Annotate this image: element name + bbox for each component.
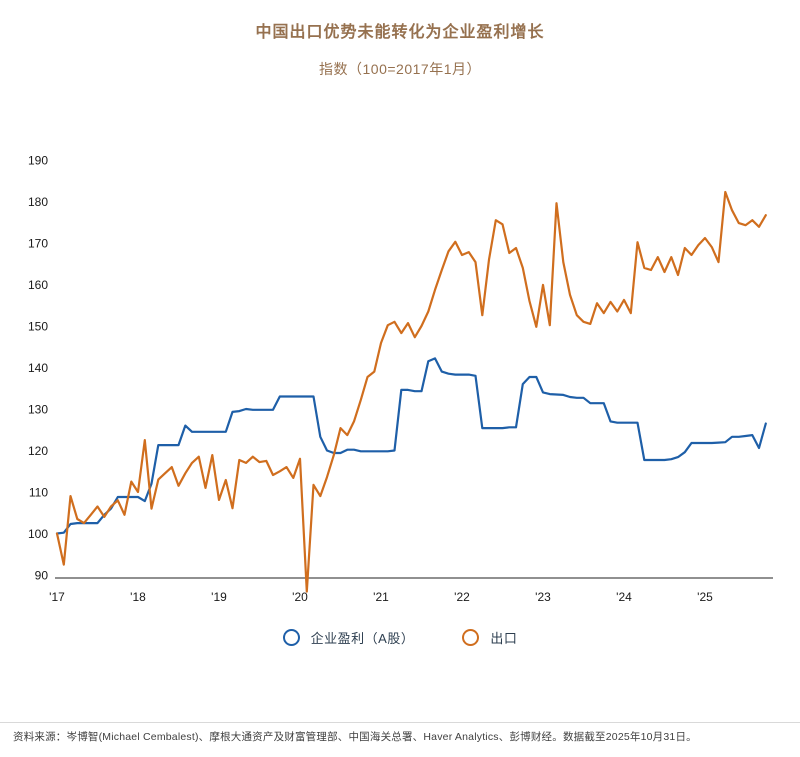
y-tick-label: 100 [28,527,48,541]
x-tick-label: '20 [292,590,308,604]
x-tick-label: '19 [211,590,227,604]
legend-label-corporate-profits: 企业盈利（A股） [310,631,415,646]
legend-item-exports: 出口 [462,628,517,647]
x-tick-label: '25 [697,590,713,604]
legend-marker-circle-orange-icon [462,629,480,646]
x-tick-label: '24 [616,590,632,604]
x-tick-label: '21 [373,590,389,604]
chart-subtitle: 指数（100=2017年1月） [319,61,481,77]
y-tick-label: 140 [28,361,48,375]
x-tick-label: '22 [454,590,470,604]
x-tick-label: '18 [130,590,146,604]
series-line-corporate-profits [55,357,767,535]
x-axis-tick-labels: '17 '18 '19 '20 '21 '22 '23 '24 '25 [49,590,713,604]
y-tick-label: 180 [28,195,48,209]
y-axis-tick-labels: 90 100 110 120 130 140 150 160 170 180 190 [28,154,48,583]
y-tick-label: 170 [28,237,48,251]
legend-label-exports: 出口 [490,631,518,646]
y-tick-label: 120 [28,444,48,458]
x-tick-label: '17 [49,590,65,604]
y-tick-label: 90 [35,569,49,583]
legend-marker-circle-blue-icon [282,629,300,646]
chart-title: 中国出口优势未能转化为企业盈利增长 [255,24,545,41]
footer-divider [0,722,800,723]
y-tick-label: 190 [28,154,48,168]
y-tick-label: 150 [28,320,48,334]
y-tick-label: 160 [28,278,48,292]
y-tick-label: 130 [28,403,48,417]
y-tick-label: 110 [29,486,48,500]
legend-item-corporate-profits: 企业盈利（A股） [282,628,415,647]
source-note: 资料来源：岑博智(Michael Cembalest)、摩根大通资产及财富管理部… [13,731,697,743]
x-tick-label: '23 [535,590,551,604]
chart-legend: 企业盈利（A股） 出口 [0,628,800,647]
series-line-exports [55,190,767,593]
